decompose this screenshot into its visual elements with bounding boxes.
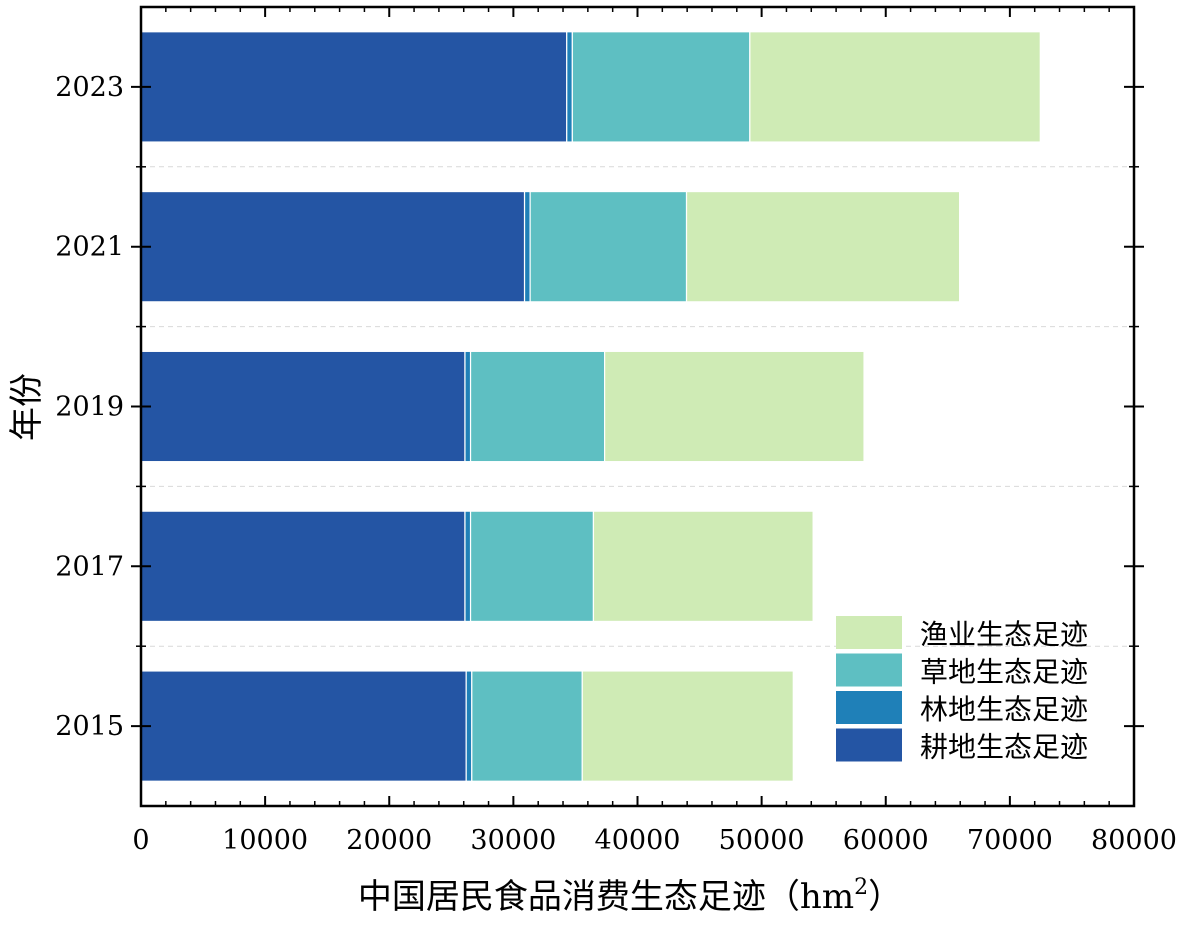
bar-segment (749, 31, 1041, 143)
bar-segment (464, 350, 472, 463)
bar-segment (140, 31, 568, 143)
bar-segment (471, 670, 583, 782)
x-axis-title: 中国居民食品消费生态足迹（hm2） (358, 875, 902, 917)
x-axis-title-superscript: 2 (854, 875, 868, 900)
grid-layer (141, 166, 1134, 647)
axes-layer: 0 10000 20000 30000 40000 50000 60000 70000 8000… (55, 5, 1177, 856)
bar-segment (592, 510, 814, 623)
bar-segment (464, 510, 472, 623)
legend-label: 耕地生态足迹 (920, 731, 1088, 764)
bar-segment (581, 670, 794, 782)
bar-segment (140, 350, 466, 463)
y-tick-label: 2017 (55, 551, 124, 582)
y-tick-label: 2021 (55, 232, 124, 263)
x-tick-label: 50000 (719, 825, 805, 856)
bar-segment (469, 510, 595, 623)
bar-segment (566, 31, 573, 143)
x-tick-label: 60000 (843, 825, 929, 856)
x-axis-title-main: 中国居民食品消费生态足迹（hm (358, 877, 854, 917)
legend-label: 林地生态足迹 (920, 693, 1088, 726)
legend-swatch (836, 728, 902, 762)
x-tick-label: 70000 (967, 825, 1053, 856)
legend-swatch (836, 653, 902, 687)
bar-segment (140, 670, 467, 782)
bar-segment (469, 350, 606, 463)
bar-segment (604, 350, 865, 463)
legend-swatch (836, 691, 902, 724)
x-tick-label: 80000 (1091, 825, 1177, 856)
legend-swatch (836, 616, 902, 649)
x-tick-label: 40000 (595, 825, 681, 856)
legend-label: 草地生态足迹 (920, 656, 1088, 689)
bar-segment (571, 31, 751, 143)
y-axis-title: 年份 (7, 373, 47, 441)
x-tick-label: 0 (132, 825, 149, 856)
legend-label: 渔业生态足迹 (920, 618, 1088, 651)
x-tick-label: 10000 (222, 825, 308, 856)
bar-segment (140, 190, 526, 303)
bar-segment (685, 190, 961, 303)
x-axis-title-suffix: ） (868, 877, 902, 917)
bar-segment (529, 190, 688, 303)
y-tick-label: 2019 (55, 392, 124, 423)
y-tick-label: 2015 (55, 711, 124, 742)
bar-segment (140, 510, 466, 623)
bar-segment (465, 670, 473, 782)
bar-segment (523, 190, 531, 303)
x-tick-label: 20000 (346, 825, 432, 856)
y-tick-label: 2023 (55, 72, 124, 103)
x-tick-label: 30000 (470, 825, 556, 856)
bars-layer (140, 31, 1041, 782)
